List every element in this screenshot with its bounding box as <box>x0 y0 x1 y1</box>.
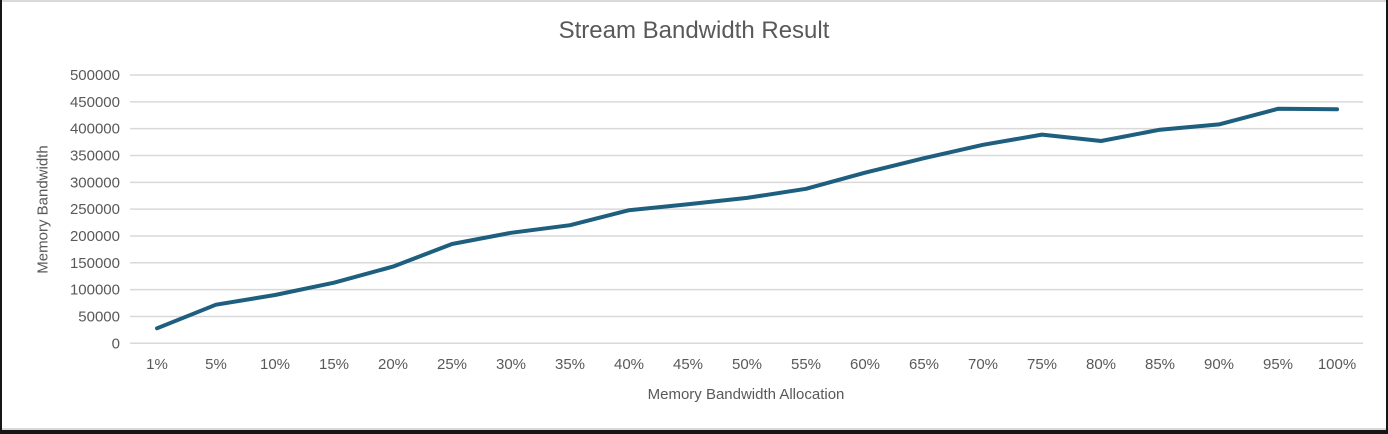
x-tick-label: 25% <box>437 356 467 373</box>
x-tick-label: 75% <box>1027 356 1057 373</box>
y-tick-label: 450000 <box>70 94 120 111</box>
y-tick-label: 250000 <box>70 201 120 218</box>
x-tick-label: 90% <box>1204 356 1234 373</box>
y-tick-label: 200000 <box>70 228 120 245</box>
y-tick-label: 0 <box>112 335 120 352</box>
x-tick-label: 5% <box>205 356 227 373</box>
x-tick-label: 50% <box>732 356 762 373</box>
x-tick-label: 35% <box>555 356 585 373</box>
x-tick-label: 30% <box>496 356 526 373</box>
x-tick-label: 95% <box>1263 356 1293 373</box>
y-tick-label: 400000 <box>70 121 120 138</box>
x-tick-label: 20% <box>378 356 408 373</box>
y-tick-label: 150000 <box>70 255 120 272</box>
x-tick-label: 80% <box>1086 356 1116 373</box>
x-tick-label: 85% <box>1145 356 1175 373</box>
x-tick-label: 1% <box>146 356 168 373</box>
x-tick-label: 70% <box>968 356 998 373</box>
x-tick-label: 10% <box>260 356 290 373</box>
x-tick-label: 55% <box>791 356 821 373</box>
series-line-memory-bandwidth[interactable] <box>155 106 1339 331</box>
y-tick-label: 350000 <box>70 147 120 164</box>
x-tick-label: 65% <box>909 356 939 373</box>
x-tick-label: 60% <box>850 356 880 373</box>
y-tick-label: 100000 <box>70 282 120 299</box>
x-tick-label: 45% <box>673 356 703 373</box>
y-tick-label: 300000 <box>70 174 120 191</box>
y-tick-label: 500000 <box>70 67 120 84</box>
x-tick-label: 100% <box>1318 356 1356 373</box>
x-tick-label: 40% <box>614 356 644 373</box>
x-tick-label: 15% <box>319 356 349 373</box>
y-tick-label: 50000 <box>78 308 120 325</box>
